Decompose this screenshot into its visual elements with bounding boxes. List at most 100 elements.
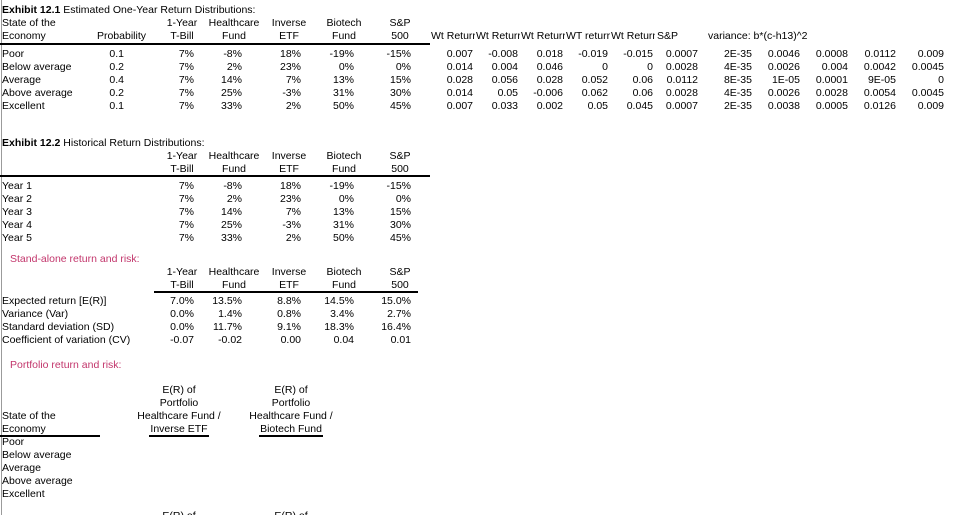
header-etf[interactable]: ETF [279,30,299,42]
wt-return-cell-2[interactable]: 0.004 [491,61,518,73]
sp500-cell[interactable]: 45% [389,232,411,244]
exhibit1-title[interactable]: Exhibit 12.1 Estimated One-Year Return D… [2,4,255,17]
variance-cell-1[interactable]: 4E-35 [723,61,752,73]
healthcare-cell[interactable]: 1.4% [218,308,242,320]
wt-return-cell-3[interactable]: 0.046 [536,61,563,73]
wt-return-cell-5[interactable]: 0.06 [632,74,653,86]
wt-sp-cell[interactable]: 0.0028 [665,87,698,99]
state-cell[interactable]: Above average [2,475,73,487]
healthcare-cell[interactable]: 2% [226,193,242,205]
tbill-cell[interactable]: 7% [178,87,194,99]
sp500-cell[interactable]: 15% [389,74,411,86]
header-1-year[interactable]: 1-Year [166,266,198,278]
state-cell[interactable]: Excellent [2,100,45,112]
header-etf[interactable]: ETF [279,279,299,291]
biotech-cell[interactable]: 14.5% [324,295,354,307]
inverse-etf-cell[interactable]: 23% [279,193,301,205]
wt-return-cell-5[interactable]: 0 [647,61,653,73]
header-wt-sp[interactable]: S&P [657,30,679,42]
sp500-cell[interactable]: 2.7% [387,308,411,320]
healthcare-cell[interactable]: 33% [220,232,242,244]
year-cell[interactable]: Year 4 [2,219,32,231]
wt-return-cell-5[interactable]: -0.015 [623,48,653,60]
sp500-cell[interactable]: 0% [395,61,411,73]
header-t-bill[interactable]: T-Bill [170,30,194,42]
wt-sp-cell[interactable]: 0.0007 [665,100,698,112]
biotech-cell[interactable]: -19% [329,180,354,192]
variance-cell-5[interactable]: 0.009 [917,100,944,112]
header-biotech-fund[interactable]: Fund [332,163,356,175]
healthcare-cell[interactable]: 14% [220,206,242,218]
header-state-of-the[interactable]: State of the [2,17,56,29]
year-cell[interactable]: Year 5 [2,232,32,244]
probability-cell[interactable]: 0.1 [109,100,124,112]
header-1-year[interactable]: 1-Year [166,150,198,162]
sp500-cell[interactable]: -15% [386,48,411,60]
portfolio-col2-header[interactable]: E(R) of Portfolio Healthcare Fund / Biot… [211,384,371,437]
state-cell[interactable]: Above average [2,87,73,99]
healthcare-cell[interactable]: 25% [220,219,242,231]
probability-cell[interactable]: 0.1 [109,48,124,60]
variance-cell-1[interactable]: 8E-35 [723,74,752,86]
tbill-cell[interactable]: -0.07 [170,334,194,346]
variance-cell-4[interactable]: 0.0112 [864,48,896,60]
tbill-cell[interactable]: 7% [178,74,194,86]
header-sp[interactable]: S&P [389,17,411,29]
wt-return-cell-2[interactable]: 0.056 [491,74,518,86]
header-economy[interactable]: Economy [2,30,46,42]
sp500-cell[interactable]: 30% [389,87,411,99]
exhibit2-title[interactable]: Exhibit 12.2 Historical Return Distribut… [2,137,205,150]
header-500[interactable]: 500 [391,163,409,175]
tbill-cell[interactable]: 0.0% [170,321,194,333]
tbill-cell[interactable]: 7% [178,219,194,231]
inverse-etf-cell[interactable]: -3% [282,219,301,231]
metric-label-cell[interactable]: Coefficient of variation (CV) [2,334,131,346]
sp500-cell[interactable]: 45% [389,100,411,112]
inverse-etf-cell[interactable]: 18% [279,180,301,192]
wt-return-cell-1[interactable]: 0.007 [446,48,473,60]
variance-cell-5[interactable]: 0.0045 [911,61,944,73]
variance-cell-5[interactable]: 0.0045 [911,87,944,99]
variance-cell-3[interactable]: 0.0005 [815,100,848,112]
header-sp[interactable]: S&P [389,266,411,278]
biotech-cell[interactable]: 50% [332,232,354,244]
biotech-cell[interactable]: 31% [332,87,354,99]
probability-cell[interactable]: 0.2 [109,61,124,73]
state-cell[interactable]: Average [2,74,41,86]
wt-sp-cell[interactable]: 0.0112 [666,74,698,86]
inverse-etf-cell[interactable]: 0.8% [277,308,301,320]
wt-return-cell-2[interactable]: 0.05 [497,87,518,99]
healthcare-cell[interactable]: 14% [220,74,242,86]
wt-return-cell-2[interactable]: -0.008 [488,48,518,60]
healthcare-cell[interactable]: 33% [220,100,242,112]
tbill-cell[interactable]: 7% [178,193,194,205]
sp500-cell[interactable]: 0% [395,193,411,205]
inverse-etf-cell[interactable]: 0.00 [280,334,301,346]
inverse-etf-cell[interactable]: 2% [285,100,301,112]
inverse-etf-cell[interactable]: -3% [282,87,301,99]
tbill-cell[interactable]: 7% [178,232,194,244]
sp500-cell[interactable]: 15% [389,206,411,218]
variance-cell-3[interactable]: 0.0028 [815,87,848,99]
wt-return-cell-4[interactable]: 0.05 [587,100,608,112]
portfolio-col1-header[interactable]: E(R) of Portfolio Healthcare Fund / Inve… [99,384,259,437]
header-etf[interactable]: ETF [279,163,299,175]
inverse-etf-cell[interactable]: 7% [285,74,301,86]
wt-sp-cell[interactable]: 0.0028 [665,61,698,73]
tbill-cell[interactable]: 7% [178,206,194,218]
biotech-cell[interactable]: 0.04 [333,334,354,346]
wt-return-cell-1[interactable]: 0.014 [446,87,473,99]
wt-return-cell-3[interactable]: 0.002 [536,100,563,112]
healthcare-cell[interactable]: -8% [223,48,242,60]
header-healthcare-fund[interactable]: Fund [222,163,246,175]
probability-cell[interactable]: 0.4 [109,74,124,86]
state-cell[interactable]: Below average [2,61,72,73]
metric-label-cell[interactable]: Standard deviation (SD) [2,321,115,333]
variance-cell-2[interactable]: 0.0026 [767,87,800,99]
state-cell[interactable]: Excellent [2,488,45,500]
portfolio-state-of-the[interactable]: State of the [2,410,56,422]
metric-label-cell[interactable]: Expected return [E(R)] [2,295,107,307]
biotech-cell[interactable]: 13% [332,206,354,218]
wt-sp-cell[interactable]: 0.0007 [665,48,698,60]
healthcare-cell[interactable]: 13.5% [212,295,242,307]
